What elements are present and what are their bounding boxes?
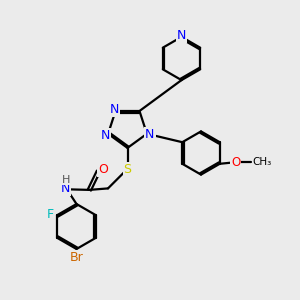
Text: Br: Br (70, 251, 83, 264)
Text: N: N (177, 29, 186, 42)
Text: H: H (62, 175, 70, 185)
Text: N: N (61, 182, 70, 195)
Text: CH₃: CH₃ (252, 157, 272, 167)
Text: N: N (109, 103, 119, 116)
Text: O: O (98, 163, 108, 176)
Text: S: S (124, 163, 131, 176)
Text: N: N (145, 128, 154, 141)
Text: O: O (231, 156, 241, 169)
Text: N: N (100, 128, 110, 142)
Text: F: F (47, 208, 54, 221)
